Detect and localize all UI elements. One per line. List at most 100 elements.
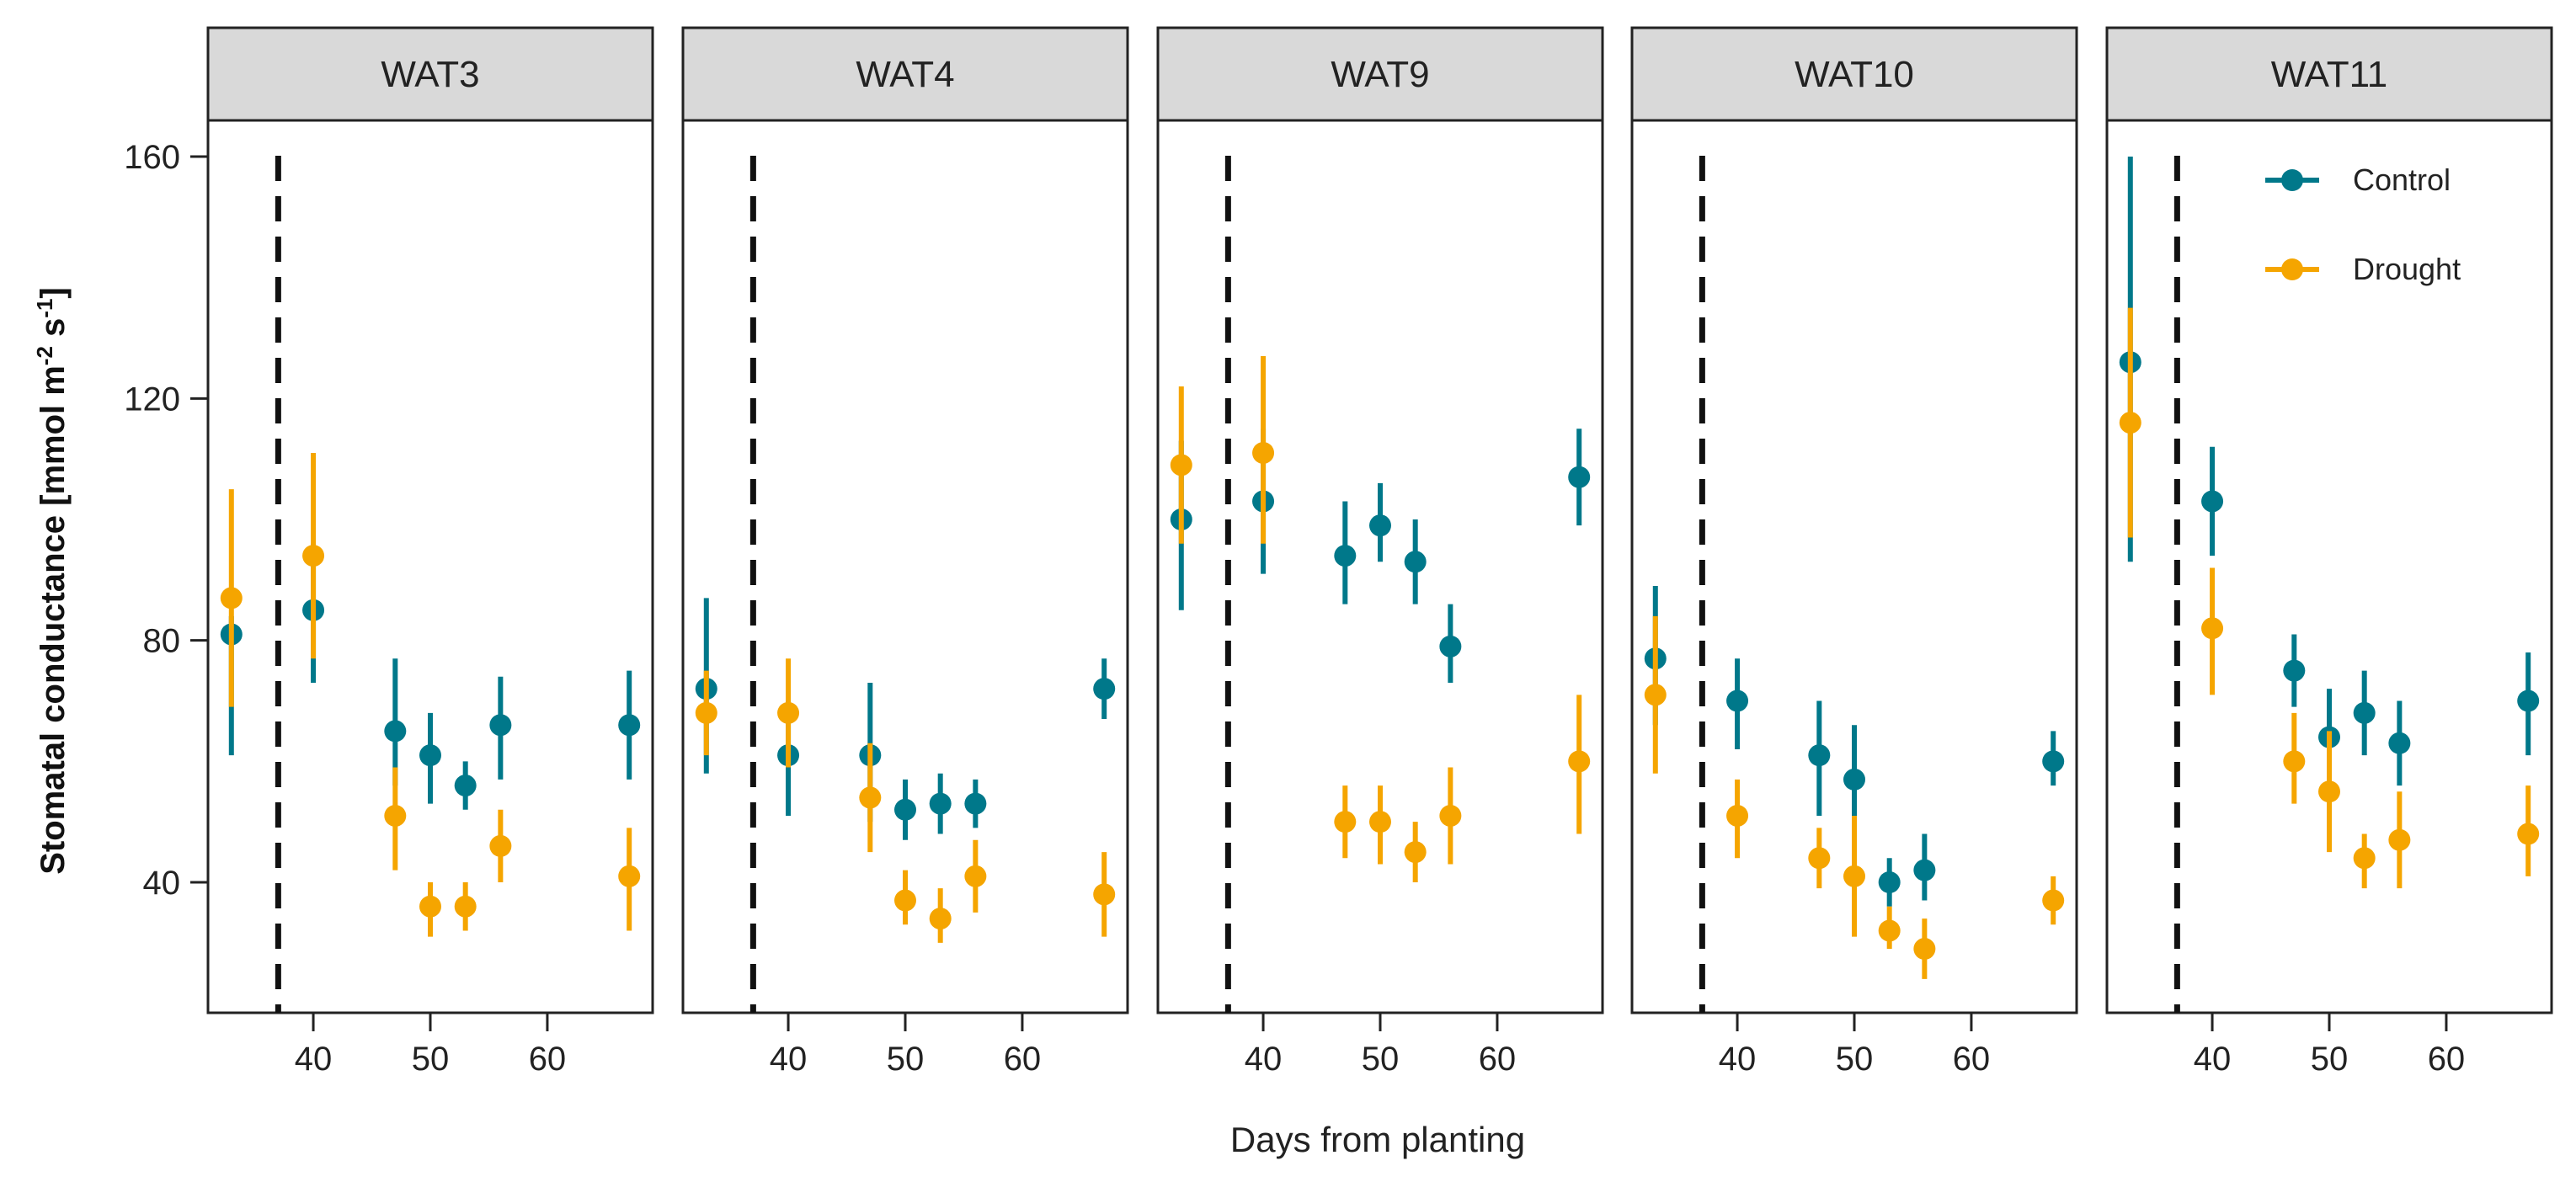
data-point-control [1334, 545, 1357, 567]
data-point-drought [2388, 828, 2411, 851]
panel-wat4: WAT4 40 50 60 [681, 26, 1129, 1078]
data-point-drought [1726, 804, 1749, 827]
data-point-control [454, 775, 477, 797]
data-point-drought [1913, 938, 1936, 961]
y-axis-title-main: Stomatal conductance [mmol m [35, 365, 72, 875]
data-point-control [1726, 690, 1749, 712]
data-point-drought [2353, 847, 2376, 870]
x-axis-title: Days from planting [1230, 1120, 1525, 1159]
y-axis-title-sup1: -2 [32, 346, 57, 365]
data-point-drought [1439, 804, 1462, 827]
panel-title: WAT9 [1331, 54, 1429, 95]
x-tick-label: 40 [1245, 1041, 1283, 1078]
legend: Control Drought [2265, 162, 2461, 286]
data-point-control [964, 792, 987, 815]
data-point-drought [2517, 823, 2540, 845]
data-point-drought [1170, 454, 1192, 477]
x-tick-label: 40 [2194, 1041, 2232, 1078]
data-point-control [1843, 768, 1865, 791]
x-tick-label: 60 [1479, 1041, 1517, 1078]
data-point-drought [859, 786, 882, 809]
data-point-drought [2283, 750, 2306, 773]
data-point-drought [1843, 865, 1865, 887]
data-point-drought [1093, 883, 1116, 906]
data-point-drought [929, 908, 952, 930]
x-tick-label: 50 [2311, 1041, 2349, 1078]
data-point-control [1439, 635, 1462, 658]
panel-header [2105, 26, 2553, 122]
data-point-drought [777, 701, 800, 724]
panel-title: WAT4 [856, 54, 954, 95]
data-point-drought [894, 889, 916, 912]
data-point-drought [618, 865, 641, 887]
panel-title: WAT11 [2271, 54, 2388, 95]
panel-title: WAT3 [381, 54, 479, 95]
legend-label-drought: Drought [2353, 252, 2461, 286]
data-point-control [489, 714, 512, 737]
data-point-control [2201, 490, 2224, 513]
x-tick-label: 40 [295, 1041, 333, 1078]
data-point-drought [1252, 441, 1275, 464]
x-tick-label: 60 [2428, 1041, 2466, 1078]
data-point-drought [220, 587, 243, 610]
y-axis-title-mid: s [35, 318, 72, 346]
data-point-control [2388, 732, 2411, 754]
data-point-drought [1404, 841, 1427, 864]
data-point-drought [1644, 684, 1667, 706]
data-point-control [1404, 551, 1427, 573]
y-tick-label: 80 [143, 623, 181, 660]
panel-header [1630, 26, 2078, 122]
y-axis-title-end: ] [35, 287, 72, 298]
panel-wat3: WAT3 40 50 60 [206, 26, 654, 1078]
data-point-control [2517, 690, 2540, 712]
data-point-drought [2119, 412, 2141, 434]
data-point-drought [384, 804, 407, 827]
data-point-control [1878, 871, 1901, 893]
x-tick-label: 50 [887, 1041, 925, 1078]
legend-marker-control [2281, 169, 2303, 191]
y-axis-title-sup2: -1 [32, 299, 57, 318]
data-point-control [894, 798, 916, 821]
data-point-control [2283, 659, 2306, 682]
data-point-control [618, 714, 641, 737]
panel-plot-area [206, 119, 654, 1014]
panel-plot-area [2105, 119, 2553, 1014]
panels: WAT3 40 50 60 WAT4 40 50 60 WAT9 40 50 60 WAT10 40 50 6… [206, 26, 2553, 1078]
data-point-drought [2201, 617, 2224, 640]
data-point-control [1093, 678, 1116, 700]
data-point-drought [2042, 889, 2065, 912]
panel-header [206, 26, 654, 122]
data-point-drought [964, 865, 987, 887]
x-tick-label: 60 [1953, 1041, 1991, 1078]
y-axis-title: Stomatal conductance [mmol m-2 s-1] [32, 287, 72, 875]
legend-label-control: Control [2353, 162, 2451, 197]
panel-wat11: WAT11 40 50 60 [2105, 26, 2553, 1078]
data-point-control [1913, 859, 1936, 881]
panel-header [681, 26, 1129, 122]
panel-plot-area [1156, 119, 1604, 1014]
x-tick-label: 40 [770, 1041, 808, 1078]
data-point-drought [302, 545, 325, 567]
panel-header [1156, 26, 1604, 122]
y-tick-label: 160 [124, 139, 180, 176]
panel-wat9: WAT9 40 50 60 [1156, 26, 1604, 1078]
data-point-control [419, 744, 441, 767]
data-point-control [384, 720, 407, 743]
panel-plot-area [681, 119, 1129, 1014]
data-point-drought [1808, 847, 1831, 870]
y-tick-label: 40 [143, 865, 181, 902]
data-point-control [2353, 701, 2376, 724]
data-point-drought [1878, 919, 1901, 942]
y-tick-label: 120 [124, 381, 180, 418]
data-point-drought [419, 895, 441, 918]
legend-marker-drought [2281, 258, 2303, 280]
data-point-drought [1369, 811, 1391, 833]
x-tick-label: 60 [1004, 1041, 1042, 1078]
data-point-drought [489, 834, 512, 857]
data-point-control [1568, 466, 1591, 488]
x-tick-label: 60 [529, 1041, 567, 1078]
data-point-control [929, 792, 952, 815]
data-point-control [1808, 744, 1831, 767]
data-point-drought [454, 895, 477, 918]
